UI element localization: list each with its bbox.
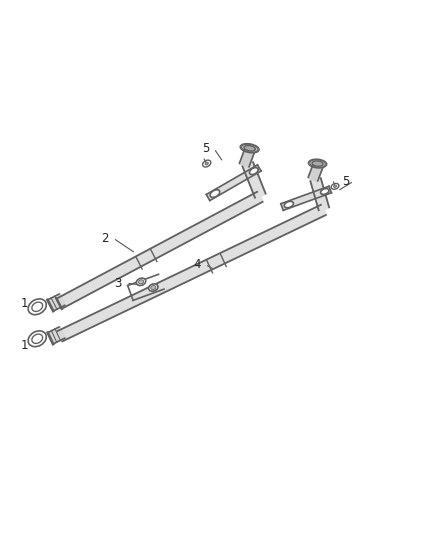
Ellipse shape	[250, 168, 258, 174]
Text: 3: 3	[115, 277, 122, 289]
Ellipse shape	[331, 183, 339, 189]
Polygon shape	[308, 164, 323, 182]
Text: 1: 1	[20, 339, 28, 352]
Polygon shape	[57, 205, 327, 342]
Ellipse shape	[151, 286, 156, 289]
Ellipse shape	[240, 143, 259, 153]
Text: 1: 1	[20, 297, 28, 310]
Polygon shape	[48, 327, 65, 344]
Ellipse shape	[308, 159, 327, 168]
Polygon shape	[206, 165, 261, 200]
Polygon shape	[48, 294, 65, 311]
Text: 5: 5	[202, 142, 209, 155]
Ellipse shape	[138, 280, 144, 284]
Ellipse shape	[32, 334, 42, 343]
Ellipse shape	[244, 146, 255, 151]
Polygon shape	[57, 191, 263, 309]
Polygon shape	[310, 177, 329, 211]
Text: 4: 4	[193, 258, 201, 271]
Text: 5: 5	[343, 175, 350, 188]
Ellipse shape	[32, 302, 42, 311]
Ellipse shape	[205, 162, 208, 165]
Ellipse shape	[136, 278, 146, 286]
Ellipse shape	[284, 201, 293, 208]
Polygon shape	[242, 161, 266, 198]
Ellipse shape	[321, 189, 329, 195]
Ellipse shape	[28, 299, 46, 314]
Ellipse shape	[28, 331, 46, 346]
Ellipse shape	[210, 190, 220, 197]
Polygon shape	[281, 186, 332, 211]
Ellipse shape	[203, 160, 211, 167]
Text: 2: 2	[101, 231, 109, 245]
Ellipse shape	[333, 185, 337, 188]
Polygon shape	[239, 149, 254, 167]
Ellipse shape	[148, 284, 158, 291]
Ellipse shape	[312, 161, 323, 166]
